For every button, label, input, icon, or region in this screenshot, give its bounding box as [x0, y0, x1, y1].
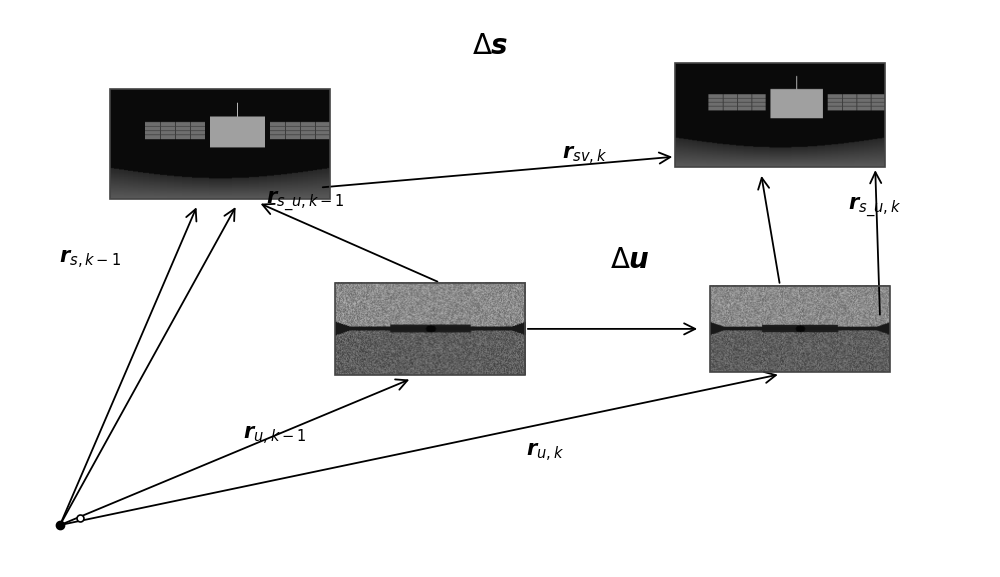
- Text: $\Delta\boldsymbol{u}$: $\Delta\boldsymbol{u}$: [610, 246, 650, 273]
- Bar: [335, 283, 525, 375]
- Text: $\Delta\boldsymbol{s}$: $\Delta\boldsymbol{s}$: [472, 32, 508, 60]
- Bar: [110, 89, 330, 199]
- Text: $\boldsymbol{r}_{sv,k}$: $\boldsymbol{r}_{sv,k}$: [562, 145, 608, 167]
- Text: $\boldsymbol{r}_{s\_u,k-1}$: $\boldsymbol{r}_{s\_u,k-1}$: [266, 190, 344, 214]
- Text: $\boldsymbol{r}_{s,k-1}$: $\boldsymbol{r}_{s,k-1}$: [59, 249, 121, 271]
- Bar: [710, 286, 890, 372]
- Text: $\boldsymbol{r}_{s\_u,k}$: $\boldsymbol{r}_{s\_u,k}$: [848, 196, 902, 220]
- Text: $\boldsymbol{r}_{u,k-1}$: $\boldsymbol{r}_{u,k-1}$: [243, 425, 307, 447]
- Bar: [675, 63, 885, 167]
- Text: $\boldsymbol{r}_{u,k}$: $\boldsymbol{r}_{u,k}$: [526, 442, 564, 464]
